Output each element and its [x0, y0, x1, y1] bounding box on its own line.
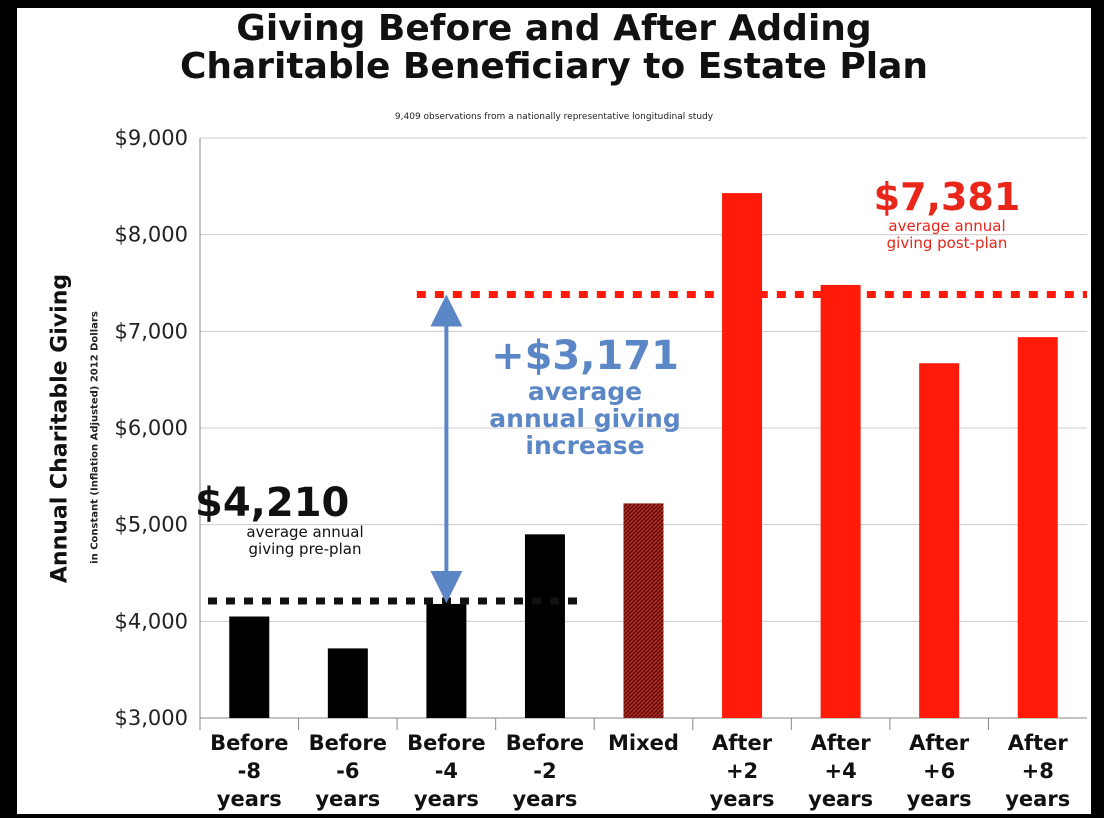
x-tick-label: -8 — [238, 759, 261, 783]
y-axis-label: Annual Charitable Giving — [47, 273, 73, 584]
post-plan-annotation: $7,381 average annual giving post-plan — [847, 176, 1047, 252]
bar-2 — [426, 603, 467, 718]
bar-0 — [229, 616, 270, 718]
x-tick-label: years — [710, 787, 775, 811]
bar-6 — [820, 284, 861, 718]
bar-7 — [919, 363, 960, 718]
x-tick-label: After — [909, 731, 970, 755]
chart-title-line1: Giving Before and After Adding — [236, 8, 872, 49]
bar-chart: $3,000 $4,000 $5,000 $6,000 $7,000 $8,000 $9,0… — [115, 126, 1087, 811]
x-tick-label: -6 — [336, 759, 359, 783]
x-tick-label: Before — [210, 731, 288, 755]
increase-text2: annual giving — [489, 404, 681, 433]
chart-title-line2: Charitable Beneficiary to Estate Plan — [179, 46, 929, 87]
y-tick-label: $5,000 — [115, 513, 188, 537]
x-tick-label: years — [414, 787, 479, 811]
pre-plan-text2: giving pre-plan — [248, 540, 362, 558]
x-tick-label: +8 — [1022, 759, 1054, 783]
x-tick-label: Before — [506, 731, 584, 755]
x-tick-label: -2 — [533, 759, 556, 783]
y-tick-label: $9,000 — [115, 126, 188, 150]
bar-5 — [722, 193, 763, 719]
x-tick-label: years — [217, 787, 282, 811]
pre-plan-annotation: $4,210 average annual giving pre-plan — [195, 482, 415, 558]
x-tick-label: After — [712, 731, 773, 755]
y-axis-sublabel: in Constant (Inflation Adjusted) 2012 Do… — [89, 311, 101, 564]
x-tick-label: +2 — [726, 759, 758, 783]
increase-value: +$3,171 — [491, 333, 679, 379]
x-tick-label: years — [808, 787, 873, 811]
x-tick-label: years — [1005, 787, 1070, 811]
y-tick-label: $8,000 — [115, 223, 188, 247]
post-plan-text1: average annual — [888, 217, 1006, 235]
x-tick-label: Before — [407, 731, 485, 755]
chart-frame: Giving Before and After Adding Charitabl… — [17, 8, 1091, 814]
y-tick-label: $7,000 — [115, 319, 188, 343]
x-tick-label: +4 — [825, 759, 857, 783]
chart-subtitle: 9,409 observations from a nationally rep… — [394, 112, 714, 122]
increase-text1: average — [527, 377, 643, 406]
x-tick-label: years — [907, 787, 972, 811]
increase-annotation: +$3,171 average annual giving increase — [475, 334, 695, 459]
x-tick-label: -4 — [435, 759, 458, 783]
bar-4 — [623, 503, 664, 718]
bar-8 — [1017, 337, 1058, 718]
x-tick-label: Mixed — [608, 731, 679, 755]
x-tick-label: years — [512, 787, 577, 811]
y-tick-label: $6,000 — [115, 416, 188, 440]
bar-3 — [524, 534, 565, 718]
x-tick-label: After — [811, 731, 872, 755]
post-plan-value: $7,381 — [873, 175, 1021, 219]
pre-plan-value: $4,210 — [195, 480, 350, 526]
chart-title: Giving Before and After Adding Charitabl… — [17, 10, 1091, 86]
x-tick-label: After — [1008, 731, 1069, 755]
increase-text3: increase — [525, 431, 645, 460]
post-plan-text2: giving post-plan — [886, 234, 1008, 252]
x-tick-label: Before — [309, 731, 387, 755]
y-tick-label: $4,000 — [115, 609, 188, 633]
x-tick-label: years — [315, 787, 380, 811]
pre-plan-text1: average annual — [246, 523, 364, 541]
bar-1 — [327, 648, 368, 718]
y-tick-label: $3,000 — [115, 706, 188, 730]
x-tick-label: +6 — [923, 759, 955, 783]
